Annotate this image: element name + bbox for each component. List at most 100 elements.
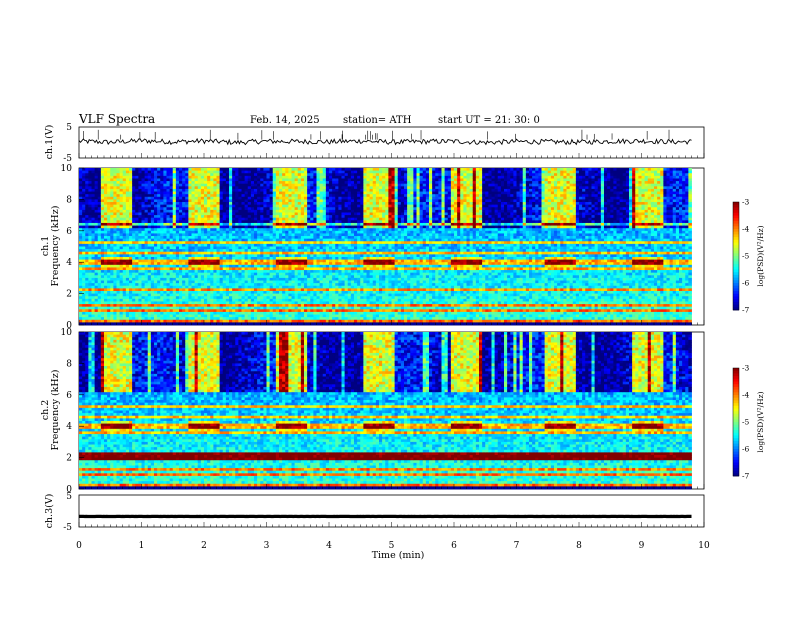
spectrogram-cell: [298, 275, 302, 278]
spectrogram-cell: [154, 286, 158, 289]
spectrogram-cell: [126, 278, 130, 281]
spectrogram-cell: [226, 291, 230, 294]
spectrogram-cell: [332, 281, 336, 284]
spectrogram-cell: [263, 262, 267, 265]
spectrogram-cell: [198, 296, 202, 299]
spectrogram-cell: [213, 294, 217, 297]
spectrogram-cell: [148, 315, 152, 318]
spectrogram-cell: [92, 176, 96, 179]
spectrogram-cell: [307, 178, 311, 181]
spectrogram-cell: [282, 197, 286, 200]
spectrogram-cell: [195, 286, 199, 289]
spectrogram-cell: [245, 186, 249, 189]
spectrogram-cell: [201, 309, 205, 312]
spectrogram-cell: [192, 215, 196, 218]
spectrogram-cell: [176, 223, 180, 226]
spectrogram-cell: [198, 294, 202, 297]
spectrogram-cell: [201, 291, 205, 294]
spectrogram-cell: [310, 181, 314, 184]
spectrogram-cell: [85, 254, 89, 257]
spectrogram-cell: [310, 210, 314, 213]
spectrogram-cell: [270, 288, 274, 291]
spectrogram-cell: [117, 236, 121, 239]
spectrogram-cell: [238, 192, 242, 195]
spectrogram-cell: [145, 304, 149, 307]
spectrogram-cell: [298, 273, 302, 276]
spectrogram-cell: [163, 278, 167, 281]
spectrogram-cell: [263, 249, 267, 252]
spectrogram-cell: [326, 171, 330, 174]
spectrogram-cell: [82, 288, 86, 291]
spectrogram-cell: [142, 294, 146, 297]
spectrogram-cell: [98, 236, 102, 239]
spectrogram-cell: [154, 322, 158, 325]
spectrogram-cell: [132, 181, 136, 184]
spectrogram-cell: [232, 273, 236, 276]
spectrogram-cell: [323, 281, 327, 284]
spectrogram-cell: [276, 249, 280, 252]
spectrogram-cell: [185, 226, 189, 229]
spectrogram-cell: [88, 239, 92, 242]
spectrogram-cell: [148, 299, 152, 302]
spectrogram-cell: [273, 307, 277, 310]
spectrogram-cell: [285, 267, 289, 270]
spectrogram-cell: [101, 249, 105, 252]
spectrogram-cell: [148, 197, 152, 200]
spectrogram-cell: [282, 299, 286, 302]
spectrogram-cell: [220, 218, 224, 221]
spectrogram-cell: [117, 184, 121, 187]
spectrogram-cell: [120, 168, 124, 171]
spectrogram-cell: [270, 231, 274, 234]
spectrogram-cell: [132, 252, 136, 255]
spectrogram-cell: [229, 178, 233, 181]
spectrogram-cell: [263, 176, 267, 179]
spectrogram-cell: [326, 231, 330, 234]
spectrogram-cell: [304, 299, 308, 302]
spectrogram-cell: [201, 186, 205, 189]
spectrogram-cell: [132, 212, 136, 215]
spectrogram-cell: [295, 249, 299, 252]
spectrogram-cell: [267, 197, 271, 200]
spectrogram-cell: [213, 273, 217, 276]
spectrogram-cell: [242, 186, 246, 189]
spectrogram-cell: [95, 317, 99, 320]
spectrogram-cell: [142, 207, 146, 210]
spectrogram-cell: [323, 168, 327, 171]
spectrogram-cell: [148, 192, 152, 195]
spectrogram-cell: [163, 215, 167, 218]
spectrogram-cell: [85, 299, 89, 302]
spectrogram-cell: [120, 241, 124, 244]
spectrogram-cell: [120, 281, 124, 284]
spectrogram-cell: [335, 236, 339, 239]
spectrogram-cell: [85, 320, 89, 323]
spectrogram-cell: [332, 270, 336, 273]
spectrogram-cell: [154, 244, 158, 247]
spectrogram-cell: [142, 168, 146, 171]
spectrogram-cell: [79, 309, 83, 312]
spectrogram-cell: [85, 173, 89, 176]
spectrogram-cell: [320, 181, 324, 184]
spectrogram-cell: [120, 265, 124, 268]
spectrogram-cell: [276, 304, 280, 307]
spectrogram-cell: [145, 228, 149, 231]
spectrogram-cell: [148, 212, 152, 215]
spectrogram-cell: [304, 265, 308, 268]
spectrogram-cell: [104, 249, 108, 252]
spectrogram-cell: [207, 173, 211, 176]
spectrogram-cell: [260, 176, 264, 179]
spectrogram-cell: [304, 294, 308, 297]
spectrogram-cell: [226, 307, 230, 310]
spectrogram-cell: [313, 249, 317, 252]
spectrogram-cell: [117, 312, 121, 315]
spectrogram-cell: [210, 178, 214, 181]
spectrogram-cell: [204, 254, 208, 257]
spectrogram-cell: [98, 281, 102, 284]
spectrogram-cell: [120, 262, 124, 265]
spectrogram-cell: [192, 194, 196, 197]
spectrogram-cell: [257, 262, 261, 265]
spectrogram-cell: [288, 241, 292, 244]
spectrogram-cell: [157, 231, 161, 234]
spectrogram-cell: [213, 312, 217, 315]
spectrogram-cell: [95, 307, 99, 310]
spectrogram-cell: [223, 181, 227, 184]
